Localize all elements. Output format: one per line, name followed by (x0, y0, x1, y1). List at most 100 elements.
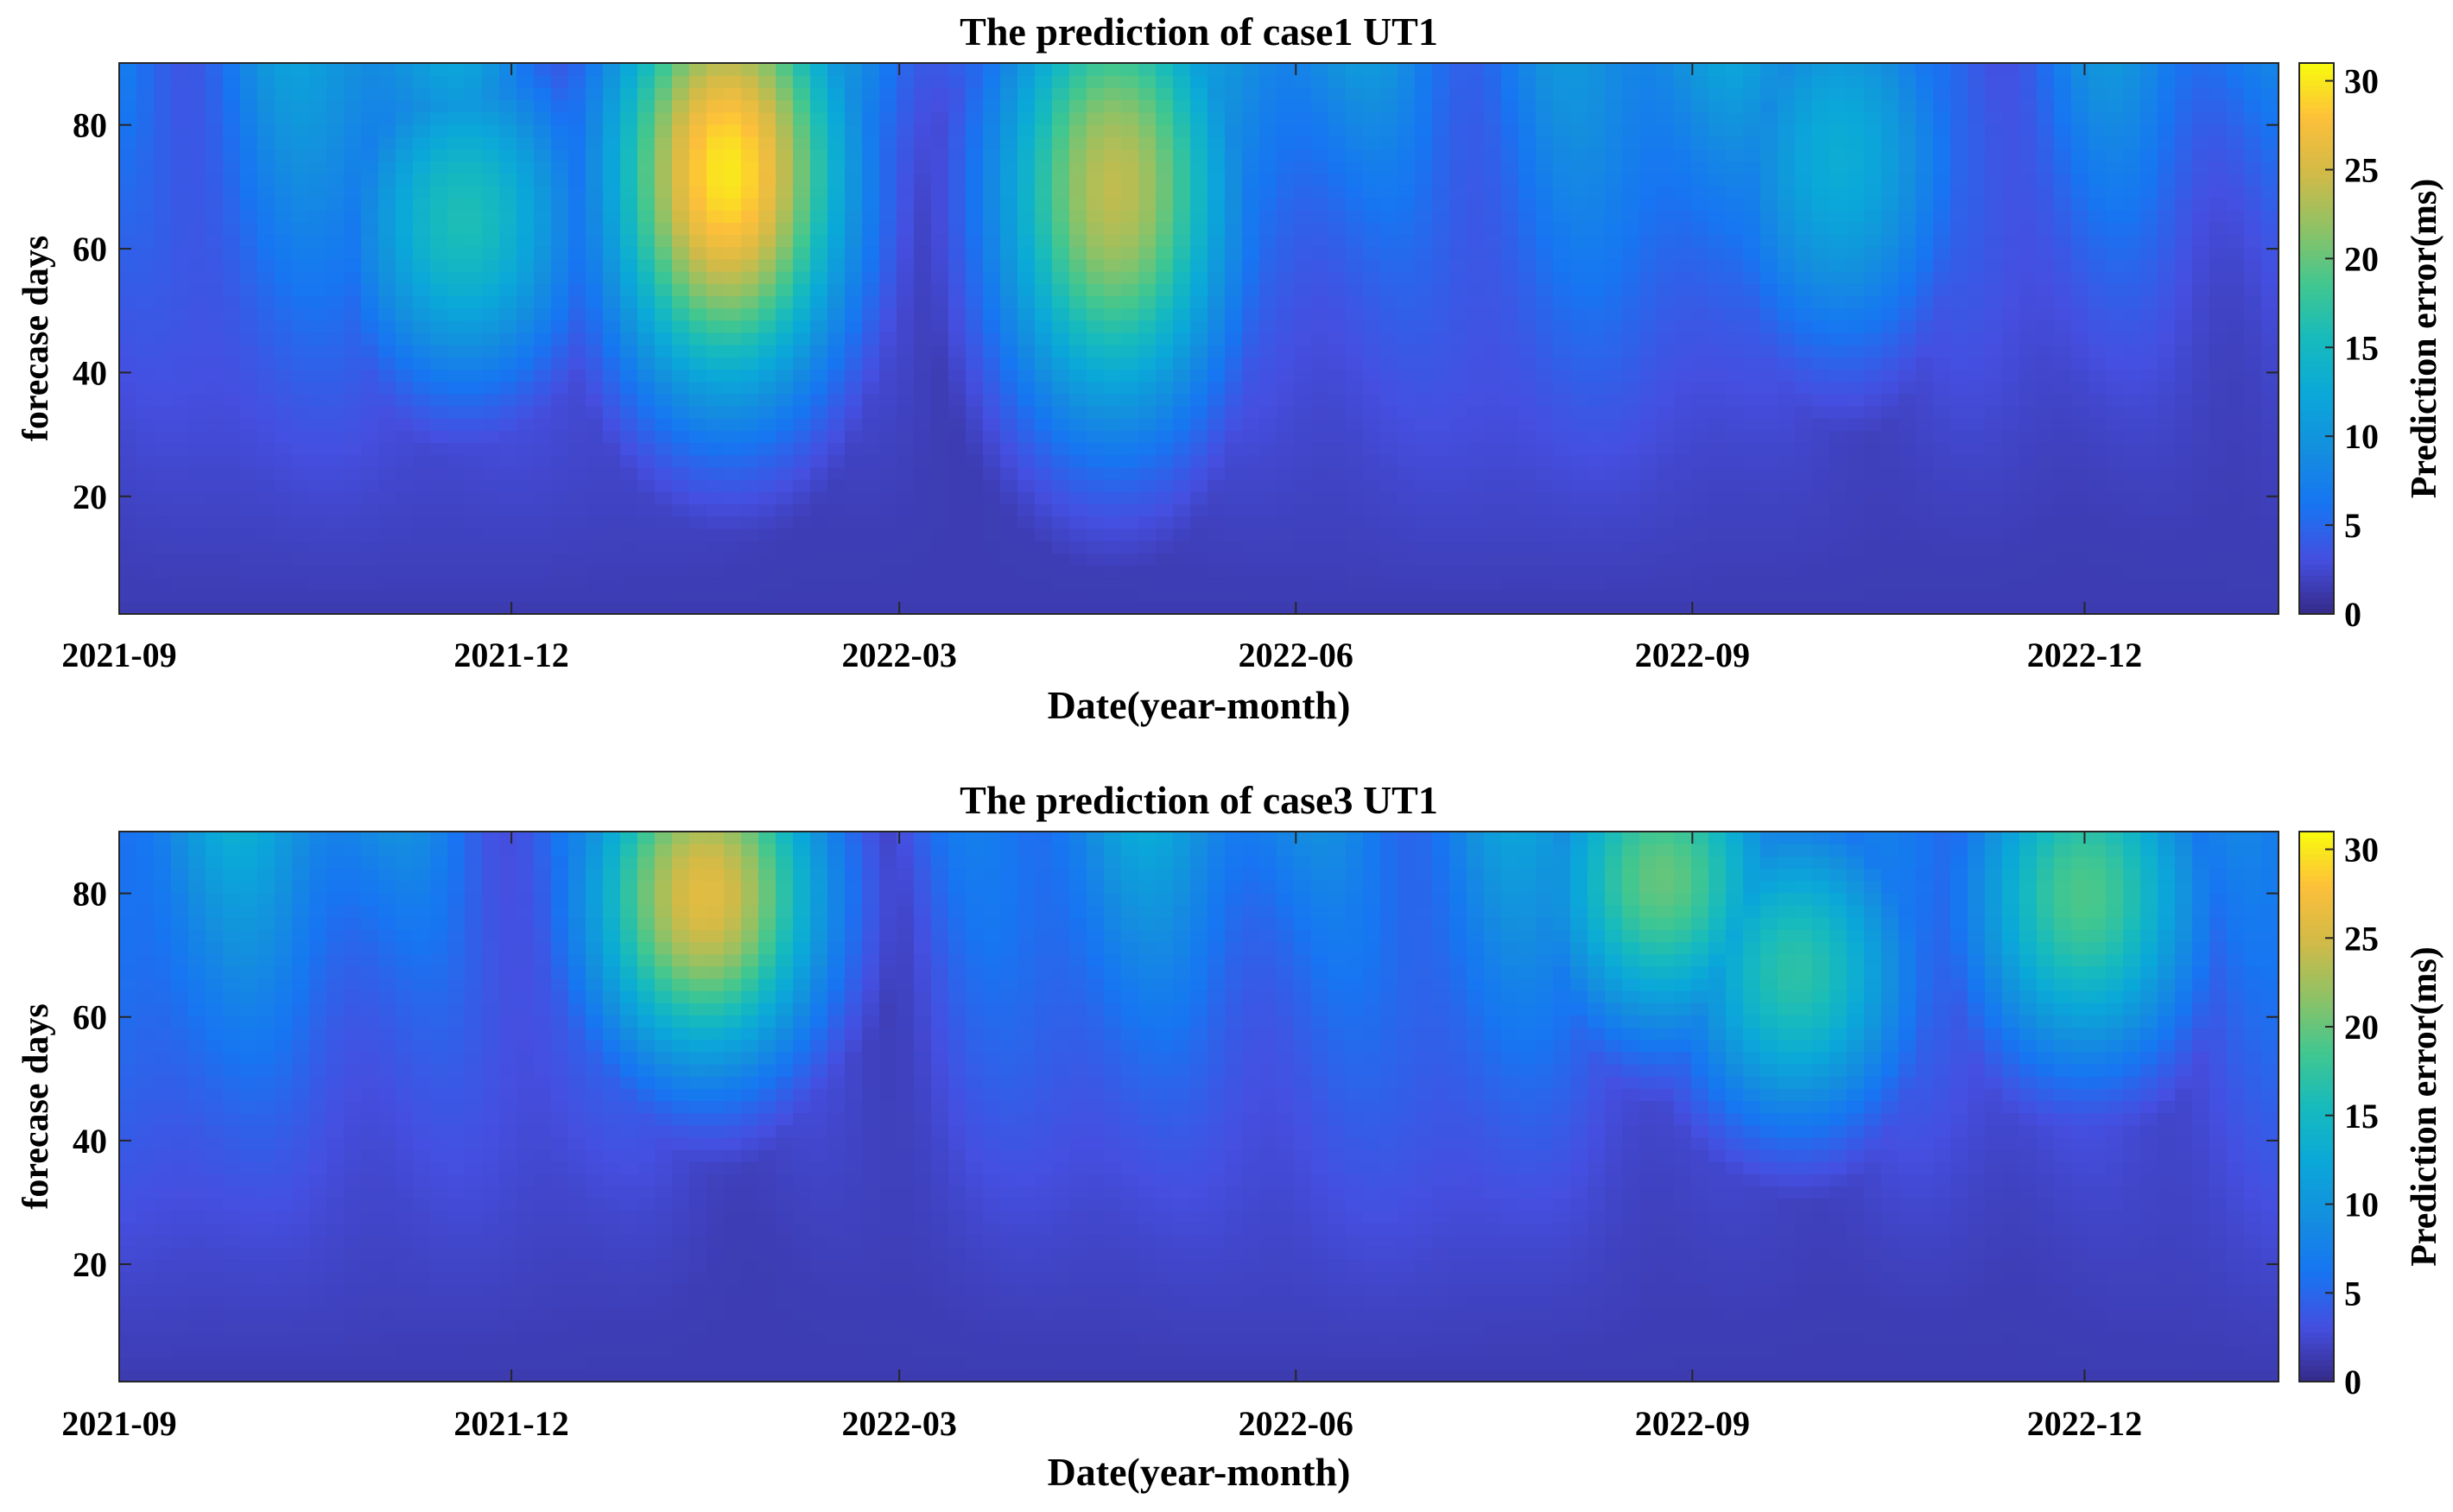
heatmap-cell (1449, 357, 1467, 370)
heatmap-cell (1898, 307, 1917, 321)
heatmap-cell (1277, 381, 1295, 395)
heatmap-cell (1294, 173, 1312, 187)
heatmap-cell (1812, 271, 1830, 284)
heatmap-cell (1242, 381, 1260, 395)
heatmap-cell (1484, 345, 1502, 357)
heatmap-cell (1985, 87, 2003, 101)
heatmap-cell (275, 589, 293, 603)
heatmap-cell (1864, 258, 1882, 272)
heatmap-cell (1743, 454, 1761, 468)
heatmap-cell (188, 332, 206, 345)
heatmap-cell (1778, 418, 1796, 431)
heatmap-cell (1726, 553, 1744, 566)
heatmap-cell (1605, 63, 1623, 76)
heatmap-cell (188, 234, 206, 248)
heatmap-cell (1950, 307, 1968, 321)
heatmap-cell (240, 185, 258, 199)
heatmap-cell (1104, 418, 1122, 431)
heatmap-cell (1726, 454, 1744, 468)
heatmap-cell (1484, 577, 1502, 591)
heatmap-cell (1778, 149, 1796, 162)
heatmap-cell (517, 271, 535, 284)
heatmap-cell (413, 87, 431, 101)
heatmap-cell (1328, 111, 1347, 125)
heatmap-cell (1726, 123, 1744, 137)
heatmap-cell (1708, 111, 1727, 125)
heatmap-cell (1968, 75, 1986, 88)
heatmap-cell (1588, 161, 1606, 174)
heatmap-cell (1259, 307, 1277, 321)
heatmap-cell (396, 418, 414, 431)
heatmap-cell (1847, 319, 1865, 333)
heatmap-cell (1933, 345, 1951, 357)
heatmap-cell (810, 246, 828, 260)
heatmap-cell (378, 307, 396, 321)
heatmap-cell (1657, 332, 1675, 345)
heatmap-cell (1657, 418, 1675, 431)
heatmap-cell (136, 271, 155, 284)
heatmap-cell (275, 234, 293, 248)
heatmap-cell (897, 540, 915, 554)
heatmap-cell (724, 75, 742, 88)
heatmap-cell (171, 87, 189, 101)
heatmap-cell (1501, 222, 1519, 236)
heatmap-cell (1415, 283, 1433, 296)
heatmap-cell (966, 258, 984, 272)
heatmap-cell (1467, 222, 1485, 236)
heatmap-cell (637, 161, 656, 174)
heatmap-cell (240, 540, 258, 554)
heatmap-cell (1225, 63, 1243, 76)
heatmap-cell (1000, 601, 1018, 615)
heatmap-cell (1346, 393, 1364, 407)
heatmap-cell (568, 234, 586, 248)
heatmap-cell (1000, 393, 1018, 407)
heatmap-cell (1242, 99, 1260, 113)
heatmap-cell (1881, 528, 1899, 541)
heatmap-cell (154, 357, 172, 370)
heatmap-cell (862, 185, 880, 199)
heatmap-cell (1432, 381, 1450, 395)
heatmap-cell (931, 210, 949, 223)
heatmap-cell (1691, 466, 1709, 480)
heatmap-cell (1000, 430, 1018, 444)
heatmap-cell (1294, 319, 1312, 333)
heatmap-cell (793, 601, 811, 615)
heatmap-cell (154, 197, 172, 211)
heatmap-cell (966, 540, 984, 554)
heatmap-cell (1363, 271, 1381, 284)
heatmap-cell (1277, 307, 1295, 321)
heatmap-cell (620, 479, 638, 492)
heatmap-cell (1812, 381, 1830, 395)
heatmap-cell (1432, 99, 1450, 113)
heatmap-cell (1829, 540, 1848, 554)
heatmap-cell (517, 332, 535, 345)
heatmap-cell (223, 442, 241, 456)
heatmap-cell (845, 430, 863, 444)
heatmap-cell (1121, 357, 1139, 370)
heatmap-cell (1795, 418, 1813, 431)
heatmap-cell (1968, 369, 1986, 383)
heatmap-cell (188, 319, 206, 333)
heatmap-cell (1570, 589, 1588, 603)
heatmap-cell (1708, 283, 1727, 296)
heatmap-cell (966, 75, 984, 88)
heatmap-cell (275, 503, 293, 517)
heatmap-cell (1847, 161, 1865, 174)
heatmap-cell (637, 528, 656, 541)
heatmap-cell (206, 319, 224, 333)
heatmap-cell (2002, 528, 2020, 541)
heatmap-cell (1536, 553, 1554, 566)
heatmap-cell (2002, 491, 2020, 504)
heatmap-cell (1605, 381, 1623, 395)
heatmap-cell (1380, 540, 1398, 554)
heatmap-cell (1104, 381, 1122, 395)
heatmap-cell (1605, 295, 1623, 309)
heatmap-cell (482, 601, 500, 615)
heatmap-cell (827, 418, 846, 431)
heatmap-cell (1622, 123, 1640, 137)
heatmap-cell (1760, 565, 1778, 579)
heatmap-cell (1190, 357, 1208, 370)
heatmap-cell (1708, 357, 1727, 370)
heatmap-cell (396, 87, 414, 101)
heatmap-cell (948, 516, 967, 529)
